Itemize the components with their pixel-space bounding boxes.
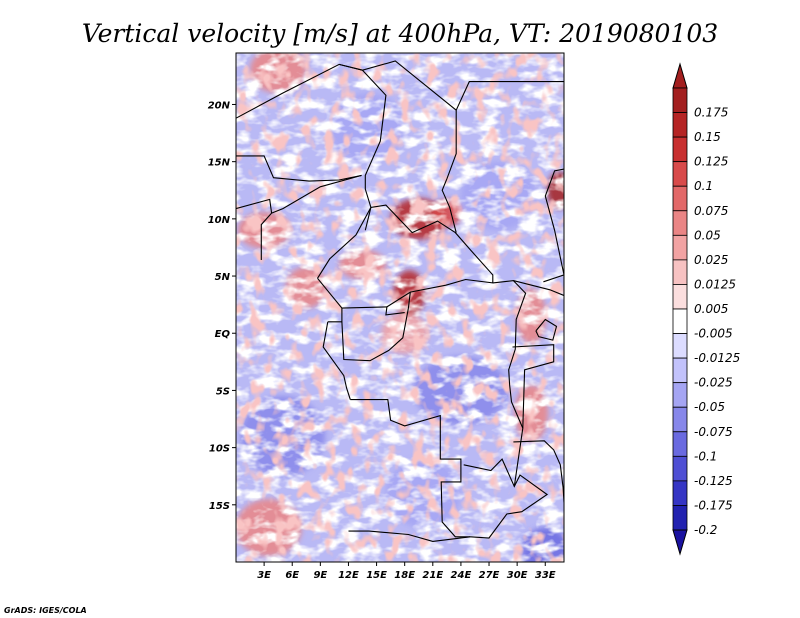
- boundary-line: [350, 399, 471, 538]
- colorbar-label: -0.125: [694, 474, 733, 488]
- chart-title: Vertical velocity [m/s] at 400hPa, VT: 2…: [82, 19, 718, 48]
- x-tick-label: 15E: [366, 570, 387, 581]
- x-axis-ticks: 3E 6E 9E 12E 15E 18E 21E 24E 27E 30E 33E: [257, 562, 556, 581]
- colorbar-top-arrow: [672, 62, 688, 89]
- colorbar-band: [672, 333, 688, 359]
- colorbar-band: [672, 210, 688, 236]
- colorbar-band: [672, 87, 688, 113]
- boundary-line: [492, 168, 564, 297]
- y-axis-ticks: 20N 15N 10N 5N EQ 5S 10S 15S: [208, 100, 236, 512]
- map-plot-area: [236, 53, 564, 562]
- colorbar-label: -0.005: [694, 327, 733, 341]
- y-tick-label: 5S: [216, 386, 230, 397]
- x-tick-label: 3E: [257, 570, 271, 581]
- colorbar-band: [672, 136, 688, 163]
- colorbar-band: [672, 308, 688, 334]
- boundary-line: [322, 321, 351, 400]
- boundary-line: [455, 81, 564, 111]
- colorbar-label: -0.0125: [694, 351, 740, 365]
- boundary-line: [513, 440, 564, 503]
- colorbar-label: 0.075: [694, 204, 728, 218]
- grads-credit: GrADS: IGES/COLA: [4, 606, 87, 615]
- x-tick-label: 18E: [394, 570, 415, 581]
- x-tick-label: 27E: [479, 570, 500, 581]
- field-texture-warm: [236, 53, 564, 562]
- colorbar-band: [672, 259, 688, 285]
- colorbar-label: 0.0125: [694, 277, 736, 291]
- colorbar-band: [672, 357, 688, 384]
- boundary-line: [512, 344, 555, 429]
- y-tick-label: EQ: [215, 329, 231, 340]
- y-tick-label: 10N: [208, 215, 231, 226]
- boundary-line: [508, 280, 527, 487]
- x-tick-label: 24E: [451, 570, 472, 581]
- boundary-line: [341, 292, 411, 362]
- x-tick-label: 6E: [285, 570, 299, 581]
- boundary-line: [370, 204, 494, 308]
- colorbar-band: [672, 431, 688, 457]
- x-tick-label: 9E: [313, 570, 327, 581]
- colorbar-label: 0.15: [694, 130, 721, 144]
- y-tick-label: 20N: [208, 100, 231, 111]
- colorbar-band: [672, 234, 688, 261]
- colorbar-band: [672, 406, 688, 433]
- colorbar-label: -0.075: [694, 425, 733, 439]
- boundary-line: [348, 530, 471, 542]
- boundary-line: [543, 274, 564, 283]
- map-frame: [235, 52, 565, 563]
- colorbar-band: [672, 455, 688, 482]
- colorbar-band: [672, 382, 688, 408]
- y-tick-label: 10S: [209, 444, 230, 455]
- colorbar-label: 0.005: [694, 302, 728, 316]
- y-tick-label: 15S: [209, 501, 230, 512]
- x-tick-label: 12E: [338, 570, 359, 581]
- colorbar-label: 0.05: [694, 228, 721, 242]
- boundary-line: [338, 60, 457, 233]
- x-tick-label: 21E: [422, 570, 443, 581]
- boundary-line: [535, 318, 558, 341]
- boundary-line: [271, 174, 362, 214]
- country-boundaries: [236, 60, 564, 542]
- colorbar-band: [672, 112, 688, 138]
- colorbar-label: 0.1: [694, 179, 713, 193]
- x-tick-label: 30E: [507, 570, 528, 581]
- y-tick-label: 5N: [215, 272, 231, 283]
- colorbar-label: -0.2: [694, 523, 717, 537]
- x-tick-label: 33E: [535, 570, 556, 581]
- boundary-line: [463, 458, 549, 539]
- colorbar: 0.175 0.15 0.125 0.1 0.075 0.05 0.025 0.0125 0.0…: [672, 62, 740, 556]
- y-tick-label: 15N: [208, 158, 231, 169]
- colorbar-band: [672, 185, 688, 212]
- colorbar-label: 0.175: [694, 106, 728, 120]
- boundary-line: [317, 277, 405, 316]
- colorbar-label: -0.1: [694, 449, 717, 463]
- colorbar-label: 0.025: [694, 253, 728, 267]
- colorbar-bottom-arrow: [672, 529, 688, 556]
- colorbar-band: [672, 161, 688, 187]
- colorbar-band: [672, 480, 688, 506]
- colorbar-label: -0.05: [694, 400, 725, 414]
- colorbar-label: 0.125: [694, 155, 728, 169]
- colorbar-band: [672, 505, 688, 531]
- boundary-line: [236, 155, 362, 182]
- boundary-line: [317, 207, 372, 279]
- colorbar-label: -0.175: [694, 498, 733, 512]
- colorbar-band: [672, 284, 688, 310]
- colorbar-label: -0.025: [694, 376, 733, 390]
